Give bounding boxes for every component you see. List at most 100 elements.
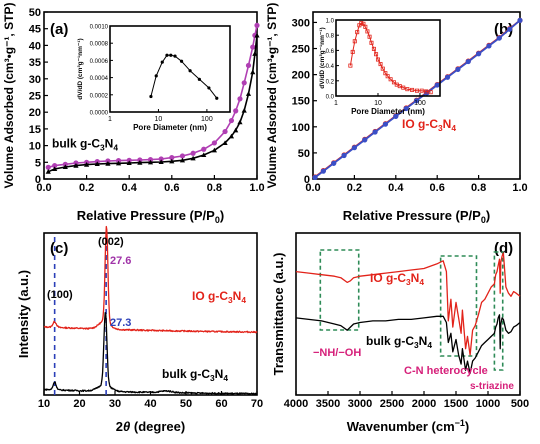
- panel-c-peak-bulk: 27.3: [110, 317, 131, 329]
- panel-a-series-1-point: [237, 119, 243, 125]
- panel-b-letter: (b): [494, 21, 513, 38]
- panel-d-y-axis-label: Transmittance (a.u.): [271, 253, 286, 376]
- panel-c-io-label-sub: 4: [241, 295, 246, 305]
- panel-d-cn-label: C-N heterocycle: [404, 365, 488, 377]
- panel-b-inset-series-point: [350, 49, 355, 54]
- panel-d-x-axis-label-sup: −1: [455, 418, 465, 428]
- panel-a-x-axis-label: Relative Pressure (P/P0): [77, 208, 224, 225]
- panel-a-series-1-point: [233, 127, 239, 133]
- panel-c-x-axis-label: 2θ (degree): [116, 419, 185, 434]
- panel-d-io-label-sub: 4: [419, 277, 424, 287]
- panel-a-inset-x-axis-label: Pore Diameter (nm): [133, 123, 207, 132]
- panel-a-series-0-point: [237, 96, 243, 102]
- panel-b-series-1-point: [507, 26, 513, 32]
- panel-b-inset-series-line: [349, 22, 431, 93]
- panel-a-inset-y-tick-label: 0.0004: [90, 76, 109, 82]
- panel-b-inset-series-point: [375, 57, 380, 62]
- panel-a-y-tick-label: 30: [29, 74, 41, 86]
- panel-b-inset-y-tick-label: 0.6: [326, 49, 335, 55]
- panel-a-series-1-point: [228, 133, 235, 139]
- panel-d-series-0-line: [295, 252, 521, 356]
- panel-b-inset-series-point: [383, 71, 388, 76]
- panel-d-x-axis-label: Wavenumber (cm−1): [347, 418, 470, 434]
- panel-a-series-0-point: [147, 157, 154, 163]
- panel-c-bulk-label-mid: N: [215, 367, 224, 381]
- panel-c-io-label-sub: 3: [228, 295, 233, 305]
- panel-b-x-tick-label: 0.2: [347, 182, 362, 194]
- panel-b-io-label-prefix: IO g-C: [402, 117, 438, 131]
- panel-b-y-tick-label: 50: [298, 148, 310, 160]
- panel-d-nh-oh-box: [319, 249, 360, 331]
- panel-a-series-0-point: [137, 157, 143, 163]
- panel-d-bulk-label-mid: N: [419, 334, 428, 348]
- panel-a-inset-series-point: [149, 94, 153, 99]
- panel-b-series-1-point: [413, 98, 420, 104]
- panel-a-y-tick-label: 0: [35, 174, 41, 186]
- panel-c-peak-io: 27.6: [110, 255, 131, 267]
- panel-a-series-0-point: [241, 80, 247, 86]
- panel-c-x-axis-label-theta: θ: [123, 419, 130, 434]
- panel-a-inset-y-axis-label: dV/dD (cm³g⁻¹nm⁻¹): [77, 38, 84, 99]
- panel-c-bulk-label: bulk g-C3N4: [162, 367, 228, 383]
- panel-c-plane-100: (100): [47, 289, 73, 301]
- panel-a-series-0-point: [222, 128, 228, 135]
- panel-b-inset-x-tick-label: 100: [414, 100, 426, 107]
- panel-a-inset-series-point: [160, 60, 164, 64]
- panel-a-series-0-point: [62, 161, 68, 167]
- panel-a-series-1-point: [62, 164, 68, 170]
- panel-b-series-1-point: [517, 17, 523, 23]
- panel-a-series-0-point: [190, 150, 196, 156]
- panel-c-plane-002: (002): [98, 236, 124, 248]
- panel-b-x-axis-label-text: Relative Pressure (P/P: [343, 208, 481, 223]
- panel-a-series-0-point: [115, 158, 122, 164]
- panel-a-series-0-point: [233, 108, 239, 114]
- panel-a-inset-y-tick-label: 0.0006: [90, 59, 109, 65]
- panel-d-frame: [295, 232, 521, 396]
- panel-a-series-1-point: [190, 155, 196, 161]
- panel-a-inset-series-point: [169, 53, 173, 57]
- panel-c-x-tick-label: 60: [215, 398, 227, 410]
- panel-b-inset-series-point: [410, 87, 415, 92]
- panel-b-inset-series-point: [369, 40, 374, 45]
- panel-a-series-0-point: [52, 163, 58, 169]
- panel-d-x-tick-label: 500: [511, 398, 529, 410]
- panel-a-y-tick-label: 10: [29, 141, 41, 153]
- panel-a-series-0-point: [201, 146, 207, 152]
- panel-b-series-1-point: [312, 174, 318, 181]
- panel-a-y-tick-label: 15: [29, 124, 41, 136]
- panel-d-letter: (d): [494, 240, 513, 257]
- panel-b-series-1-point: [331, 160, 337, 166]
- panel-a-y-tick-label: 50: [29, 7, 41, 19]
- panel-a-series-1-point: [94, 161, 100, 167]
- panel-b-inset-y-tick-label: 0.8: [326, 34, 335, 40]
- panel-b-inset-series-point: [401, 85, 406, 90]
- panel-b-series-1-point: [341, 152, 347, 159]
- panel-d-io-label-prefix: IO g-C: [370, 271, 406, 285]
- panel-a-series-0-point: [158, 156, 164, 162]
- panel-b-series-1-point: [320, 168, 326, 174]
- panel-a-series-1-point: [84, 162, 90, 167]
- panel-c-x-tick-label: 30: [109, 398, 121, 410]
- panel-b-y-axis-label: Volume Adsorbed (cm³•g⁻¹, STP): [265, 3, 279, 189]
- panel-b-inset-series-point: [348, 63, 353, 68]
- panel-b-series-1-point: [486, 43, 492, 49]
- panel-a-series-0-point: [250, 44, 256, 50]
- panel-a-y-tick-label: 20: [29, 107, 41, 119]
- panel-a-x-tick-label: 0.2: [79, 182, 94, 194]
- panel-a-series-0-point: [179, 153, 186, 159]
- panel-a-inset-frame: [109, 25, 231, 113]
- panel-a-series-0-point: [245, 62, 252, 69]
- panel-a-x-axis-label-close: ): [220, 208, 224, 223]
- panel-d-bulk-label-sub: 4: [427, 340, 432, 350]
- panel-b-inset-x-tick-label: 10: [374, 100, 382, 107]
- panel-d-io-label-mid: N: [411, 271, 420, 285]
- panel-b-io-label-sub: 4: [451, 123, 456, 133]
- panel-c-series-0-line: [43, 225, 258, 334]
- panel-b-io-label-mid: N: [443, 117, 452, 131]
- panel-d-x-tick-label: 3500: [316, 398, 340, 410]
- panel-a-bulk-label-prefix: bulk g-C: [52, 136, 100, 150]
- panel-b-series-1-point: [351, 145, 357, 151]
- panel-a-series-1-point: [254, 32, 260, 38]
- panel-a-x-axis-label-text: Relative Pressure (P/P: [77, 208, 215, 223]
- panel-b-inset-series-point: [380, 66, 385, 71]
